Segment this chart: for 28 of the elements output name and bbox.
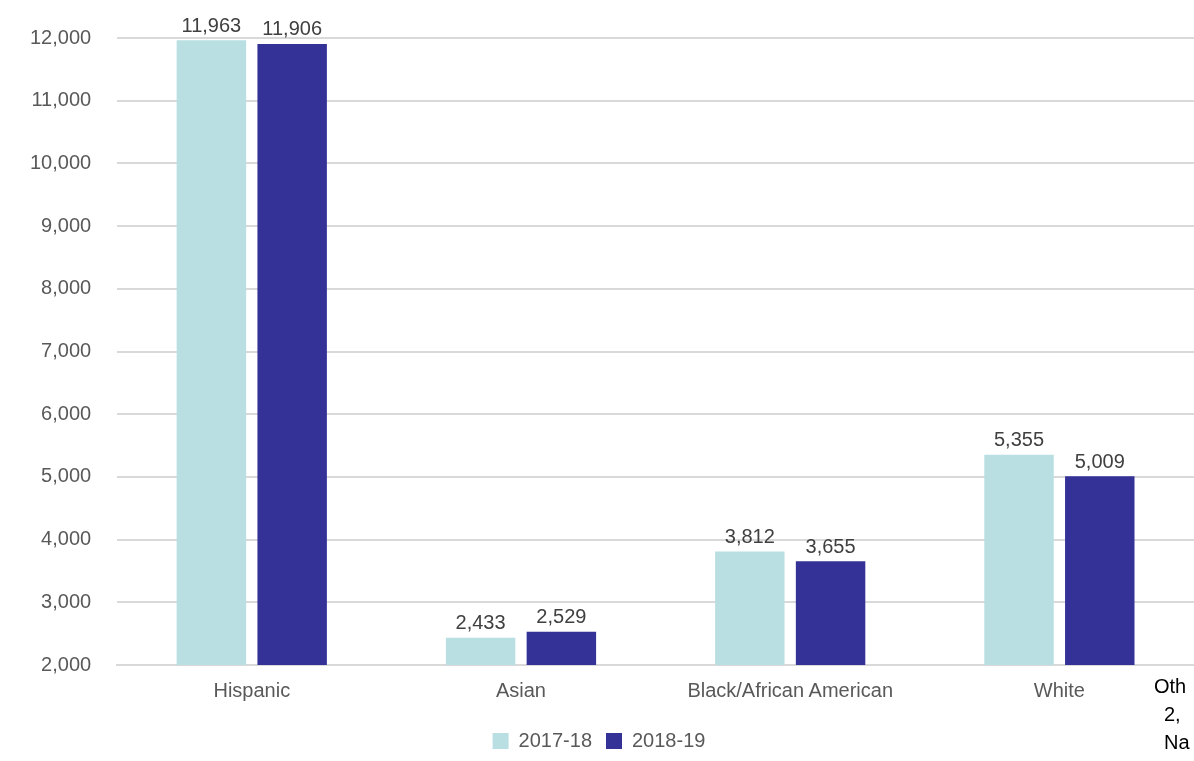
y-tick-label: 10,000 xyxy=(30,150,92,173)
data-label: 3,812 xyxy=(724,524,775,547)
data-label: 11,963 xyxy=(181,13,242,36)
y-tick-label: 4,000 xyxy=(41,527,92,550)
legend-label: 2017-18 xyxy=(518,728,593,751)
data-label: 2,529 xyxy=(536,605,587,628)
y-tick-label: 7,000 xyxy=(41,339,92,362)
y-tick-label: 12,000 xyxy=(30,25,92,48)
x-tick-label: Black/African American xyxy=(687,678,894,701)
x-tick-label: Asian xyxy=(495,678,546,701)
x-tick-label: Hispanic xyxy=(213,678,291,701)
text: Na xyxy=(1164,730,1191,753)
y-tick-label: 3,000 xyxy=(41,589,92,612)
text: Oth xyxy=(1154,674,1187,697)
data-label: 3,655 xyxy=(805,534,856,557)
data-label: 5,355 xyxy=(993,428,1045,451)
y-tick-label: 5,000 xyxy=(41,464,92,487)
y-tick-label: 2,000 xyxy=(41,652,92,675)
data-label: 2,433 xyxy=(455,611,506,634)
data-label: 11,906 xyxy=(262,17,322,40)
y-tick-label: 9,000 xyxy=(41,213,92,236)
y-tick-label: 6,000 xyxy=(41,401,92,424)
legend-label: 2018-19 xyxy=(632,728,706,751)
data-label: 5,009 xyxy=(1074,449,1125,472)
y-tick-label: 8,000 xyxy=(41,276,92,299)
text: 2, xyxy=(1164,702,1181,725)
y-tick-label: 11,000 xyxy=(31,88,92,111)
x-tick-label: White xyxy=(1033,678,1085,701)
